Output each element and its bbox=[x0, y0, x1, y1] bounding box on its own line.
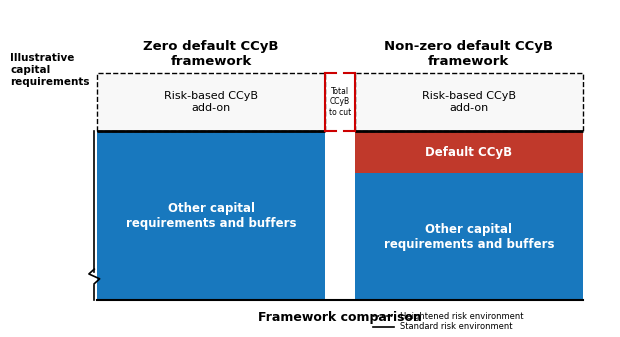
Text: Other capital
requirements and buffers: Other capital requirements and buffers bbox=[126, 202, 296, 229]
Text: Standard risk environment: Standard risk environment bbox=[400, 322, 512, 331]
Text: Risk-based CCyB
add-on: Risk-based CCyB add-on bbox=[164, 91, 258, 113]
Text: Default CCyB: Default CCyB bbox=[425, 146, 512, 159]
Text: Heightened risk environment: Heightened risk environment bbox=[400, 312, 523, 320]
Bar bbox=[355, 131, 583, 173]
Bar bbox=[355, 73, 583, 131]
Text: Framework comparison: Framework comparison bbox=[258, 311, 422, 324]
Text: Non-zero default CCyB
framework: Non-zero default CCyB framework bbox=[384, 40, 553, 68]
Bar bbox=[97, 131, 325, 300]
Text: Illustrative
capital
requirements: Illustrative capital requirements bbox=[11, 53, 90, 87]
Text: Zero default CCyB
framework: Zero default CCyB framework bbox=[143, 40, 279, 68]
Text: Other capital
requirements and buffers: Other capital requirements and buffers bbox=[384, 223, 554, 251]
Bar bbox=[355, 173, 583, 300]
Text: Risk-based CCyB
add-on: Risk-based CCyB add-on bbox=[422, 91, 516, 113]
Bar bbox=[97, 73, 325, 131]
Text: Total
CCyB
to cut: Total CCyB to cut bbox=[329, 87, 351, 117]
